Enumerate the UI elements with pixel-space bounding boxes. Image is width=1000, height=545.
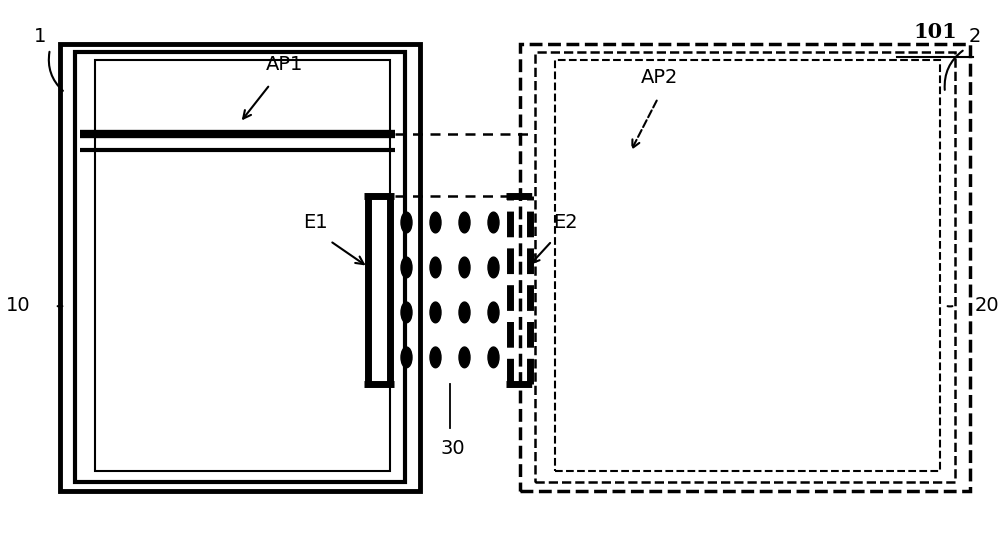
Text: 101: 101 [913, 22, 957, 42]
Ellipse shape [459, 257, 470, 278]
Bar [555, 60, 940, 471]
Text: AP2: AP2 [641, 68, 679, 87]
Text: AP1: AP1 [266, 54, 304, 74]
Bar [75, 52, 405, 482]
Ellipse shape [430, 257, 441, 278]
Text: E2: E2 [553, 213, 577, 232]
Ellipse shape [459, 212, 470, 233]
Text: E1: E1 [303, 213, 327, 232]
Ellipse shape [459, 302, 470, 323]
Ellipse shape [401, 302, 412, 323]
Ellipse shape [401, 212, 412, 233]
Ellipse shape [488, 257, 499, 278]
Ellipse shape [401, 257, 412, 278]
Text: 30: 30 [441, 439, 465, 458]
Ellipse shape [430, 302, 441, 323]
Bar [520, 44, 970, 491]
Text: 1: 1 [34, 27, 46, 46]
Bar [60, 44, 420, 491]
Bar [95, 60, 390, 471]
Ellipse shape [488, 212, 499, 233]
Ellipse shape [430, 212, 441, 233]
Ellipse shape [459, 347, 470, 368]
Ellipse shape [488, 347, 499, 368]
Text: 10: 10 [5, 296, 30, 314]
Ellipse shape [488, 302, 499, 323]
Text: 20: 20 [975, 296, 1000, 314]
Text: 2: 2 [969, 27, 981, 46]
Ellipse shape [430, 347, 441, 368]
Ellipse shape [401, 347, 412, 368]
Bar [535, 52, 955, 482]
